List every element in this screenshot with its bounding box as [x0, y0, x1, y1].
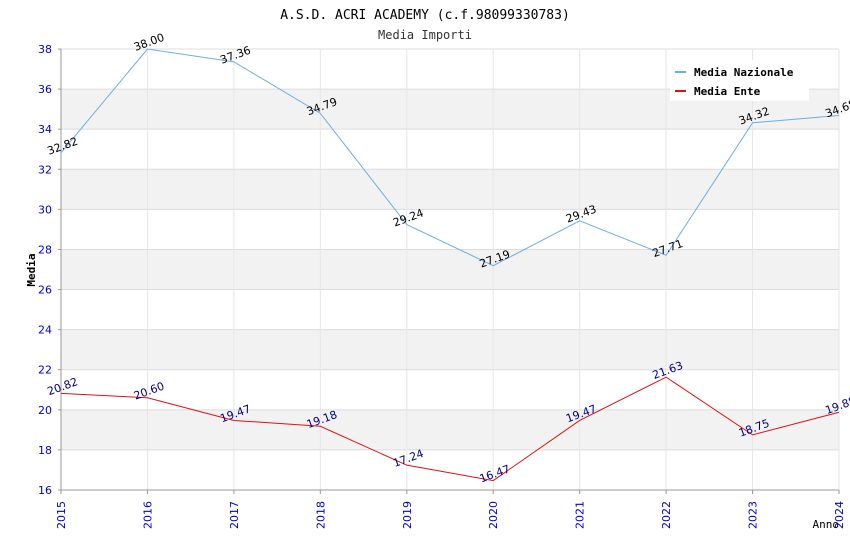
axes — [60, 49, 839, 491]
y-tick-label: 16 — [38, 484, 52, 497]
x-tick-label: 2019 — [401, 501, 414, 529]
data-label: 29.24 — [391, 206, 425, 229]
data-label: 32.82 — [46, 135, 80, 158]
y-tick-label: 26 — [38, 284, 52, 297]
x-tick-label: 2022 — [660, 501, 673, 529]
series-lines — [60, 48, 840, 482]
y-tick-label: 36 — [38, 83, 52, 96]
y-tick-label: 32 — [38, 163, 52, 176]
x-tick-label: 2023 — [747, 501, 760, 529]
data-label: 19.88 — [824, 394, 850, 417]
y-tick-label: 34 — [38, 123, 52, 136]
x-tick-label: 2018 — [314, 501, 327, 529]
x-axis-ticks: 2015 2016 2017 2018 2019 2020 2021 2022 2023 2024 — [55, 490, 846, 529]
y-tick-label: 38 — [38, 43, 52, 56]
x-axis-title: Anno — [813, 518, 840, 531]
y-tick-label: 20 — [38, 404, 52, 417]
data-label: 20.82 — [46, 375, 80, 398]
x-tick-label: 2024 — [833, 501, 846, 529]
y-tick-label: 22 — [38, 364, 52, 377]
y-tick-label: 30 — [38, 203, 52, 216]
plot-band — [61, 169, 839, 210]
y-tick-label: 24 — [38, 324, 52, 337]
chart-title: A.S.D. ACRI ACADEMY (c.f.98099330783) — [280, 8, 570, 23]
plot-band — [61, 249, 839, 290]
plot-bands — [61, 89, 839, 450]
series-line-media-nazionale — [60, 48, 840, 267]
legend: Media Nazionale Media Ente — [670, 60, 809, 101]
y-axis-ticks: 16 18 20 22 24 26 28 30 32 34 36 38 — [38, 43, 61, 497]
y-axis-title: Media — [25, 253, 38, 286]
series-line-media-ente — [60, 376, 840, 482]
data-label: 17.24 — [391, 447, 425, 470]
data-label: 16.47 — [478, 462, 512, 485]
x-tick-label: 2020 — [487, 501, 500, 529]
plot-band — [61, 409, 839, 450]
plot-band — [61, 329, 839, 370]
legend-box — [670, 60, 809, 101]
legend-label: Media Ente — [694, 85, 761, 98]
y-tick-label: 28 — [38, 243, 52, 256]
data-label: 38.00 — [132, 31, 166, 54]
x-tick-label: 2015 — [55, 501, 68, 529]
y-tick-label: 18 — [38, 444, 52, 457]
chart-subtitle: Media Importi — [378, 28, 472, 42]
x-tick-label: 2021 — [574, 501, 587, 529]
x-tick-label: 2016 — [141, 501, 154, 529]
legend-label: Media Nazionale — [694, 66, 794, 79]
data-label: 20.60 — [132, 380, 166, 403]
x-tick-label: 2017 — [228, 501, 241, 529]
